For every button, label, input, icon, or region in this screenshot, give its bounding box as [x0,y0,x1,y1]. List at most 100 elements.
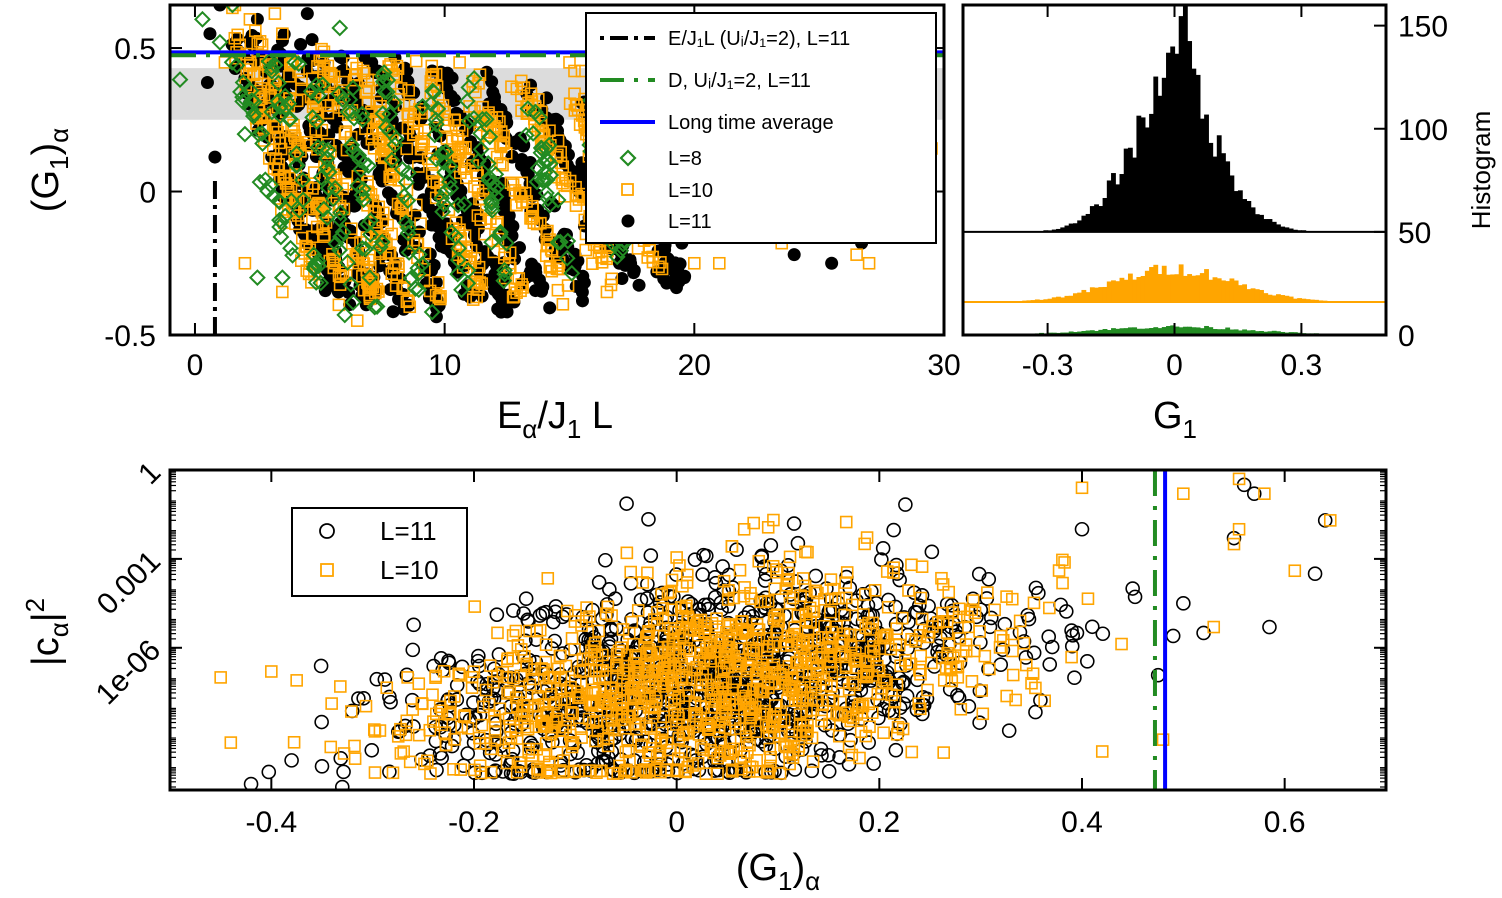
hist-bar-L10 [1213,277,1218,302]
hist-bar-L10 [1022,301,1027,302]
hist-bar-L11 [1153,77,1158,232]
hist-bar-L10 [1200,273,1205,302]
overlap-x-tick-label: -0.4 [245,806,297,839]
hist-bar-L11 [1246,201,1251,232]
panel-histogram: -0.3 0 0.3 0 50 100 150 G1 Histogram [963,0,1496,444]
hist-bar-L10 [1191,276,1196,302]
hist-bar-L10 [1166,275,1171,302]
hist-bar-L11 [1077,220,1082,231]
point-L8 [284,241,298,255]
panel-overlap-scatter: -0.4 -0.2 0 0.2 0.4 0.6 1e-060.0011 (G1)α |cα… [20,456,1386,896]
point-L10 [682,577,693,588]
point-L10 [335,681,346,692]
hist-bar-L10 [1158,274,1163,302]
hist-bar-L11 [1196,75,1201,232]
point-L10 [542,573,553,584]
hist-bar-L11 [1107,180,1112,231]
hist-bar-L10 [1086,292,1091,302]
point-L10 [289,737,300,748]
point-L11 [644,549,657,562]
point-L8 [275,271,289,285]
legend-label-l8: L=8 [668,148,702,170]
point-L11 [1043,658,1056,671]
point-L11 [576,286,589,299]
hist-bar-L11 [1052,230,1057,232]
point-L10 [269,8,280,19]
figure: 0 10 20 30 -0.500.5 Eα/J1 L (G1)α E/J₁L (Uᵢ… [0,0,1502,898]
point-L11 [556,647,569,660]
point-L11 [365,744,378,757]
hist-y-tick-label: 50 [1398,217,1431,250]
hist-bar-L10 [1103,287,1108,302]
hist-bar-L10 [1175,274,1180,302]
overlap-y-tick-label: 1 [132,456,167,491]
hist-bar-L11 [1263,219,1268,232]
hist-bar-L11 [1191,69,1196,232]
point-L10 [677,581,688,592]
point-L11 [890,559,903,572]
hist-bar-L10 [1120,278,1125,302]
x-axis-title: Eα/J1 L [497,395,613,444]
point-L11 [985,611,998,624]
point-L11 [315,716,328,729]
point-L10 [360,701,371,712]
overlap-x-tick-label: -0.2 [448,806,500,839]
hist-bar-L10 [1217,278,1222,302]
hist-bar-L10 [1035,299,1040,302]
hist-y-axis-title: Histogram [1466,111,1496,229]
hist-bar-L10 [1111,280,1116,302]
point-L10 [689,258,700,269]
point-L11 [603,583,616,596]
hist-bar-L10 [1170,274,1175,302]
point-L11 [251,13,264,26]
point-L8 [250,271,264,285]
hist-bar-L10 [1060,297,1065,302]
point-L11 [764,539,777,552]
point-L11 [825,257,838,270]
point-L11 [823,765,836,778]
hist-bar-L11 [1217,135,1222,232]
hist-bar-L11 [1175,54,1180,232]
hist-bar-L11 [1272,222,1277,232]
point-L10 [917,561,928,572]
point-L10 [557,299,568,310]
point-L10 [1289,565,1300,576]
point-L10 [413,678,424,689]
point-L11 [406,643,419,656]
point-L10 [938,747,949,758]
point-L11 [1081,655,1094,668]
hist-bar-L11 [1238,190,1243,232]
point-L11 [696,568,709,581]
point-L11 [336,781,349,794]
point-L10 [239,258,250,269]
hist-bar-L11 [1208,143,1213,232]
point-L11 [962,700,975,713]
hist-bar-L11 [1234,191,1239,232]
hist-bar-L10 [1310,300,1315,302]
point-L11 [889,744,902,757]
hist-bar-L11 [1069,224,1074,232]
hist-bar-L10 [1056,297,1061,302]
point-L11 [674,257,687,270]
point-L11 [1003,724,1016,737]
point-L11 [901,689,914,702]
point-L10 [454,57,465,68]
point-L11 [678,271,691,284]
hist-bar-L10 [1090,287,1095,302]
hist-bar-L10 [1229,278,1234,302]
overlap-x-tick-label: 0.2 [858,806,900,839]
hist-bar-L10 [1301,299,1306,302]
point-L8 [195,12,209,26]
legend-top-left-panel: E/J₁L (Uᵢ/J₁=2), L=11 D, Uᵢ/J₁=2, L=11 L… [586,13,936,243]
hist-bar-L10 [1284,296,1289,302]
point-L10 [939,675,950,686]
hist-bar-L10 [1052,297,1057,302]
overlap-y-axis-title: |cα|2 [20,598,74,666]
point-L8 [333,21,347,35]
x-tick-label: 20 [678,349,711,382]
hist-bar-L10 [1259,290,1264,302]
point-L11 [1029,706,1042,719]
point-L11 [1177,597,1190,610]
hist-bar-L10 [1276,294,1281,302]
hist-bar-L11 [1297,230,1302,232]
